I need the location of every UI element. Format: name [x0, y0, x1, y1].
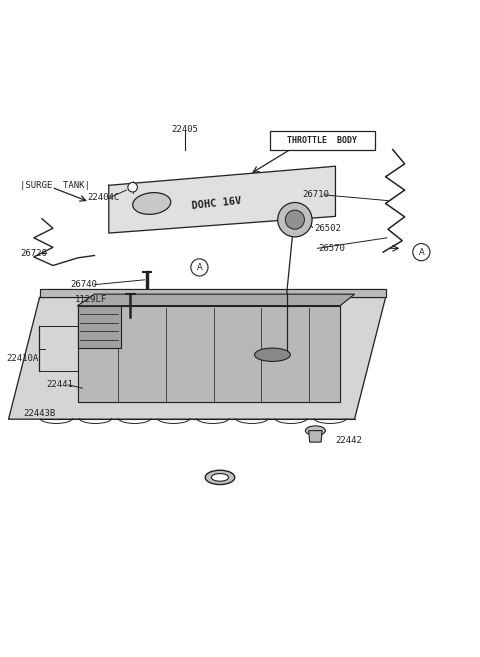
- Polygon shape: [309, 430, 322, 442]
- Circle shape: [278, 202, 312, 237]
- Circle shape: [285, 210, 304, 229]
- Polygon shape: [78, 306, 340, 403]
- Text: 22404C: 22404C: [87, 193, 120, 202]
- Text: 26740: 26740: [71, 280, 97, 289]
- Text: 22441: 22441: [47, 380, 73, 390]
- Text: THROTTLE  BODY: THROTTLE BODY: [288, 136, 357, 145]
- Text: 1129LF: 1129LF: [75, 296, 108, 304]
- Text: |SURGE  TANK|: |SURGE TANK|: [21, 181, 90, 190]
- Polygon shape: [9, 298, 385, 419]
- Ellipse shape: [305, 426, 325, 436]
- Text: A: A: [197, 263, 202, 272]
- Text: 22410A: 22410A: [6, 353, 38, 363]
- Text: 26710: 26710: [302, 191, 329, 199]
- Text: 22442: 22442: [336, 436, 362, 445]
- Circle shape: [413, 244, 430, 261]
- Text: 22443B: 22443B: [23, 409, 55, 418]
- Text: A: A: [419, 248, 424, 257]
- Polygon shape: [39, 289, 385, 298]
- Text: 26720: 26720: [21, 248, 48, 258]
- Polygon shape: [109, 166, 336, 233]
- Text: 26502: 26502: [314, 224, 341, 233]
- Circle shape: [128, 183, 137, 192]
- FancyBboxPatch shape: [270, 131, 375, 150]
- Ellipse shape: [254, 348, 290, 361]
- Ellipse shape: [132, 193, 171, 214]
- Text: 26570: 26570: [319, 244, 346, 253]
- Text: DOHC 16V: DOHC 16V: [191, 196, 241, 211]
- Polygon shape: [78, 306, 120, 348]
- Circle shape: [191, 259, 208, 276]
- Text: 22405: 22405: [172, 125, 199, 133]
- Ellipse shape: [205, 470, 235, 485]
- Polygon shape: [78, 294, 355, 306]
- Ellipse shape: [211, 474, 228, 481]
